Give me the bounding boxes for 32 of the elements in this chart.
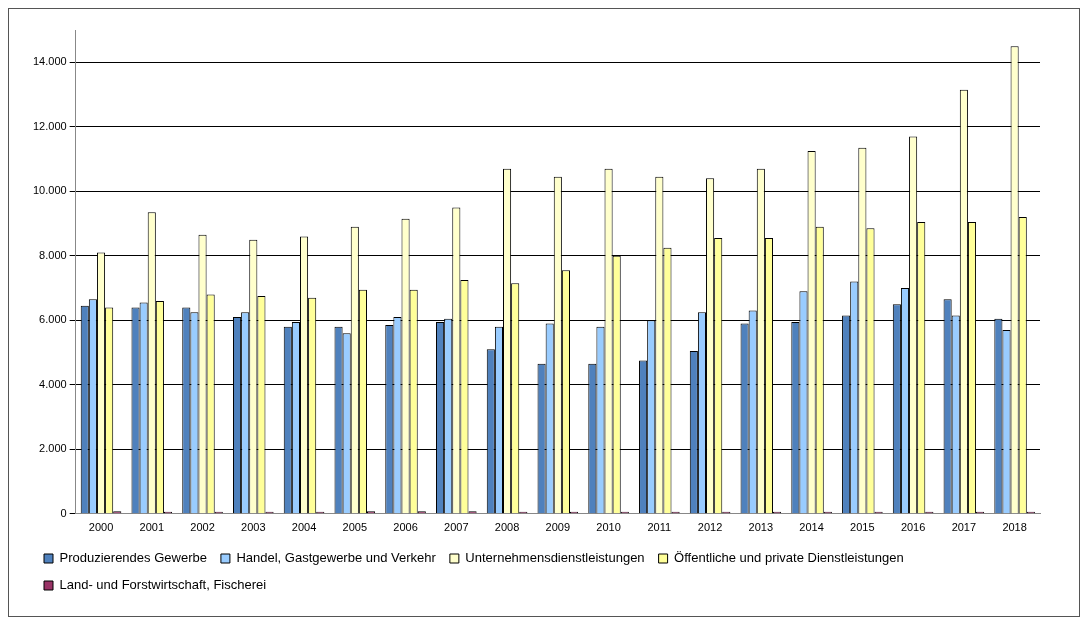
x-tick-label: 2008 xyxy=(494,521,520,534)
legend-label: Land- und Forstwirtschaft, Fischerei xyxy=(59,577,267,593)
x-tick-label: 2011 xyxy=(647,521,672,534)
legend-label: Öffentliche und private Dienstleistungen xyxy=(674,550,904,566)
x-tick-label: 2015 xyxy=(850,521,875,534)
y-tick-label: 10.000 xyxy=(32,184,67,197)
x-tick-label: 2009 xyxy=(545,521,571,534)
x-tick-label: 2006 xyxy=(393,521,418,534)
legend-label: Produzierendes Gewerbe xyxy=(59,550,207,566)
y-tick-label: 4.000 xyxy=(39,377,67,390)
y-tick-label: 14.000 xyxy=(32,55,67,68)
y-tick-label: 8.000 xyxy=(39,248,67,261)
x-tick-label: 2014 xyxy=(799,521,824,534)
x-tick-label: 2012 xyxy=(697,521,723,534)
x-tick-label: 2004 xyxy=(291,521,317,534)
x-tick-label: 2005 xyxy=(342,521,368,534)
x-tick-label: 2007 xyxy=(444,521,469,534)
legend-label: Handel, Gastgewerbe und Verkehr xyxy=(236,550,437,566)
y-tick-label: 6.000 xyxy=(39,313,67,326)
y-tick-label: 12.000 xyxy=(32,119,67,132)
x-tick-label: 2016 xyxy=(900,521,926,534)
x-tick-label: 2013 xyxy=(748,521,774,534)
x-tick-label: 2003 xyxy=(241,521,266,534)
y-tick-label: 2.000 xyxy=(39,442,67,455)
x-tick-label: 2010 xyxy=(596,521,621,534)
x-tick-label: 2017 xyxy=(951,521,977,534)
x-tick-label: 2002 xyxy=(190,521,215,534)
legend-label: Unternehmensdienstleistungen xyxy=(465,550,645,566)
x-tick-label: 2000 xyxy=(88,521,114,534)
x-tick-label: 2018 xyxy=(1002,521,1027,534)
y-tick-label: 0 xyxy=(60,506,67,519)
x-tick-label: 2001 xyxy=(139,521,165,534)
